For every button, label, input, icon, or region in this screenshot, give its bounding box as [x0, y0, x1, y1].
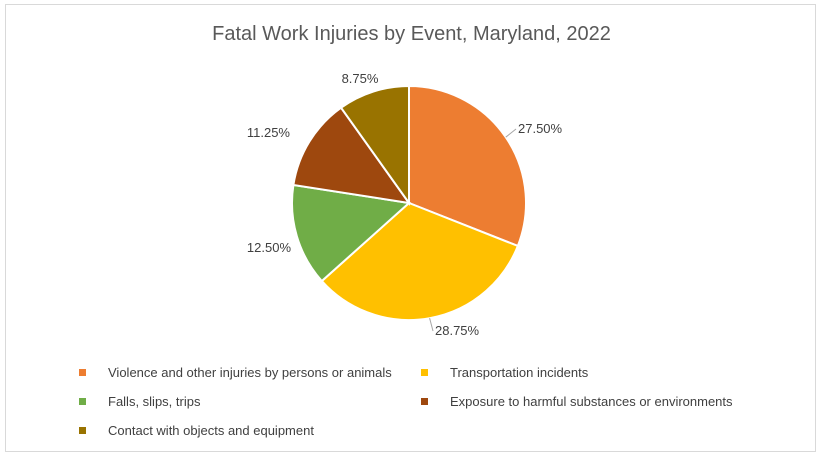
legend-label: Exposure to harmful substances or enviro…: [450, 393, 733, 409]
pie-slice-3: [291, 183, 412, 283]
data-label-3: 12.50%: [247, 240, 292, 255]
pie-chart: 27.50% 28.75% 12.50% 11.25% 8.75%: [247, 71, 563, 338]
data-label-1: 27.50%: [518, 121, 563, 136]
pie-slice-2: [320, 201, 520, 321]
legend-label: Violence and other injuries by persons o…: [108, 364, 392, 380]
legend-swatch: [421, 397, 428, 405]
data-label-2: 28.75%: [435, 323, 480, 338]
legend-item-4: Exposure to harmful substances or enviro…: [421, 391, 733, 411]
legend-swatch: [79, 426, 86, 434]
pie-slice-4: [292, 106, 412, 205]
legend-item-3: Falls, slips, trips: [79, 391, 200, 411]
data-label-4: 11.25%: [247, 125, 291, 140]
leader-line-1: [505, 128, 517, 138]
legend-item-2: Transportation incidents: [421, 362, 588, 382]
leader-line-2: [429, 318, 434, 332]
chart-title: Fatal Work Injuries by Event, Maryland, …: [212, 23, 611, 45]
legend-swatch: [79, 397, 86, 405]
legend-swatch: [421, 368, 428, 376]
data-label-5: 8.75%: [342, 71, 379, 86]
pie-slice-1: [408, 84, 527, 248]
legend-item-5: Contact with objects and equipment: [79, 420, 314, 440]
legend-label: Falls, slips, trips: [108, 393, 201, 409]
legend-label: Contact with objects and equipment: [108, 422, 314, 438]
legend-swatch: [79, 368, 86, 376]
legend-label: Transportation incidents: [450, 364, 589, 380]
legend-item-1: Violence and other injuries by persons o…: [79, 362, 392, 382]
chart-frame: Fatal Work Injuries by Event, Maryland, …: [5, 4, 816, 452]
pie-slice-5: [339, 84, 410, 207]
